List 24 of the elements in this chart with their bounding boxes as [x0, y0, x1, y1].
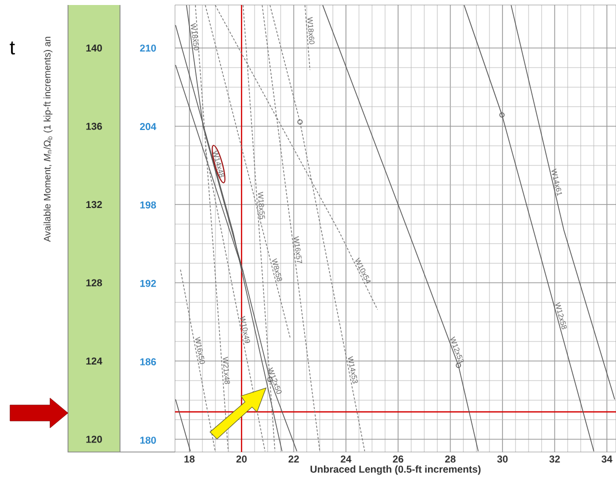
x-tick-label: 34: [602, 456, 612, 463]
y2-tick-label: 210: [140, 44, 156, 52]
y-tick-label: 128: [86, 279, 102, 286]
y-tick-label: 132: [86, 201, 102, 208]
y2-tick-label: 198: [140, 201, 156, 208]
y-tick-label: 136: [86, 122, 102, 130]
y2-tick-label: 204: [140, 123, 156, 130]
x-axis-title: Unbraced Length (0.5-ft increments): [310, 465, 481, 475]
x-tick-label: 32: [549, 456, 560, 463]
text: t: [10, 41, 15, 55]
y2-tick-label: 180: [140, 436, 156, 444]
y2-tick-label: 186: [140, 358, 156, 366]
y-tick-label: 124: [86, 358, 102, 365]
y-tick-label: 140: [86, 44, 102, 52]
x-tick-label: 30: [497, 456, 508, 463]
x-tick-label: 22: [288, 456, 299, 462]
y-axis-title: Available Moment, M$_{n}$/Ω$_{b}$ (1 kip-ft increments) an: [44, 36, 52, 242]
y-tick-label: 120: [86, 436, 102, 443]
x-tick-label: 28: [445, 456, 456, 463]
x-tick-label: 24: [340, 456, 352, 462]
y2-tick-label: 192: [140, 280, 156, 287]
x-tick-label: 26: [392, 456, 404, 463]
x-tick-label: 20: [236, 456, 247, 463]
x-tick-label: 18: [184, 456, 195, 463]
